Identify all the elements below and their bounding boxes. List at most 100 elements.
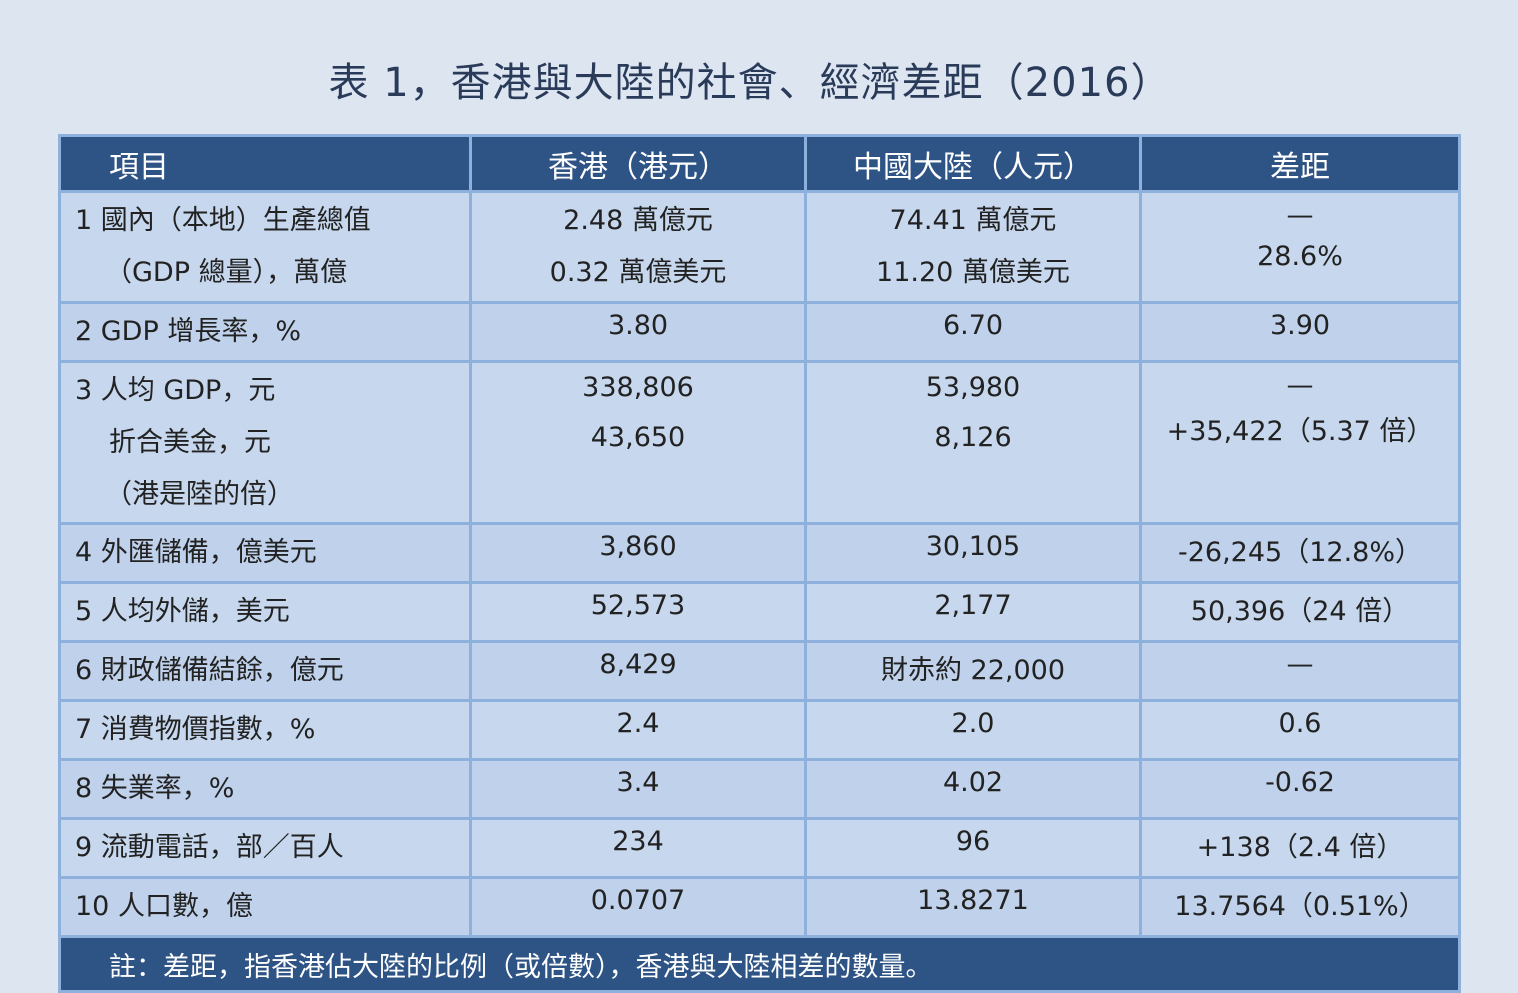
diff-cell: 13.7564（0.51%） [1139,876,1461,938]
item-line: 5 人均外儲，美元 [75,596,290,627]
value-line: 74.41 萬億元 [889,205,1057,236]
item-line: 9 流動電話，部／百人 [75,832,344,863]
item-cell: 10 人口數，億 [58,876,472,938]
hk-cell: 234 [469,817,807,879]
item-line: 6 財政儲備結餘，億元 [75,655,344,686]
table-row: 4 外匯儲備，億美元 3,860 30,105 -26,245（12.8%） [58,522,1461,584]
cn-cell: 2.0 [804,699,1142,761]
table-row: 7 消費物價指數，% 2.4 2.0 0.6 [58,699,1461,761]
item-line: 折合美金，元 [109,427,271,458]
value-line: 11.20 萬億美元 [876,257,1070,288]
item-line: 3 人均 GDP，元 [75,375,276,406]
table-row: 8 失業率，% 3.4 4.02 -0.62 [58,758,1461,820]
value-line: 50,396（24 倍） [1190,596,1410,627]
header-hong-kong: 香港（港元） [469,134,807,193]
diff-cell: — 28.6% [1139,190,1461,304]
item-cell: 8 失業率，% [58,758,472,820]
table-row: 2 GDP 增長率，% 3.80 6.70 3.90 [58,301,1461,363]
item-cell: 4 外匯儲備，億美元 [58,522,472,584]
hk-cell: 2.4 [469,699,807,761]
value-line: — [1286,370,1314,401]
item-line: （GDP 總量），萬億 [105,257,348,288]
item-cell: 1 國內（本地）生產總值 （GDP 總量），萬億 [58,190,472,304]
item-line: 2 GDP 增長率，% [75,316,301,347]
table-row: 3 人均 GDP，元 折合美金，元 （港是陸的倍） 338,806 43,650… [58,360,1461,525]
hk-cell: 3.4 [469,758,807,820]
cn-cell: 13.8271 [804,876,1142,938]
item-line: （港是陸的倍） [105,479,294,510]
cn-cell: 74.41 萬億元 11.20 萬億美元 [804,190,1142,304]
value-line: 2,177 [934,590,1012,621]
table-note: 註：差距，指香港佔大陸的比例（或倍數），香港與大陸相差的數量。 [58,935,1461,993]
diff-cell: — [1139,640,1461,702]
value-line: 3.4 [616,767,660,798]
diff-cell: 0.6 [1139,699,1461,761]
value-line: — [1286,200,1314,231]
hk-cell: 52,573 [469,581,807,643]
value-line: 13.8271 [917,885,1029,916]
value-line: 2.4 [616,708,660,739]
value-line: 財赤約 22,000 [880,655,1066,686]
value-line: 0.0707 [590,885,686,916]
header-row: 項目 香港（港元） 中國大陸（人元） 差距 [58,134,1461,193]
header-item: 項目 [58,134,472,193]
value-line: 52,573 [590,590,686,621]
hk-cell: 3,860 [469,522,807,584]
item-cell: 2 GDP 增長率，% [58,301,472,363]
diff-cell: +138（2.4 倍） [1139,817,1461,879]
value-line: 2.0 [951,708,995,739]
diff-cell: -0.62 [1139,758,1461,820]
diff-cell: -26,245（12.8%） [1139,522,1461,584]
header-mainland: 中國大陸（人元） [804,134,1142,193]
value-line: 338,806 [582,372,694,403]
cn-cell: 4.02 [804,758,1142,820]
item-cell: 9 流動電話，部／百人 [58,817,472,879]
item-cell: 6 財政儲備結餘，億元 [58,640,472,702]
cn-cell: 53,980 8,126 [804,360,1142,525]
value-line: 53,980 [925,372,1021,403]
item-line: 4 外匯儲備，億美元 [75,537,317,568]
diff-cell: 3.90 [1139,301,1461,363]
value-line: 13.7564（0.51%） [1174,891,1426,922]
table-title: 表 1，香港與大陸的社會、經濟差距（2016） [328,60,1172,106]
cn-cell: 96 [804,817,1142,879]
item-line: 10 人口數，億 [75,891,253,922]
value-line: -26,245（12.8%） [1178,537,1422,568]
value-line: 3.90 [1269,310,1331,341]
table-row: 10 人口數，億 0.0707 13.8271 13.7564（0.51%） [58,876,1461,938]
hk-cell: 0.0707 [469,876,807,938]
hk-cell: 338,806 43,650 [469,360,807,525]
table-row: 6 財政儲備結餘，億元 8,429 財赤約 22,000 — [58,640,1461,702]
header-difference: 差距 [1139,134,1461,193]
cn-cell: 2,177 [804,581,1142,643]
table-row: 1 國內（本地）生產總值 （GDP 總量），萬億 2.48 萬億元 0.32 萬… [58,190,1461,304]
value-line: 6.70 [942,310,1004,341]
value-line: — [1286,649,1314,680]
value-line: +35,422（5.37 倍） [1166,416,1434,447]
cn-cell: 30,105 [804,522,1142,584]
item-cell: 7 消費物價指數，% [58,699,472,761]
cn-cell: 6.70 [804,301,1142,363]
hk-cell: 8,429 [469,640,807,702]
value-line: 234 [612,826,664,857]
comparison-table: 項目 香港（港元） 中國大陸（人元） 差距 1 國內（本地）生產總值 （GDP … [58,134,1461,993]
item-cell: 5 人均外儲，美元 [58,581,472,643]
value-line: 96 [955,826,991,857]
item-cell: 3 人均 GDP，元 折合美金，元 （港是陸的倍） [58,360,472,525]
value-line: 4.02 [942,767,1004,798]
note-row: 註：差距，指香港佔大陸的比例（或倍數），香港與大陸相差的數量。 [58,935,1461,993]
value-line: +138（2.4 倍） [1196,832,1404,863]
table-row: 5 人均外儲，美元 52,573 2,177 50,396（24 倍） [58,581,1461,643]
value-line: 8,126 [934,422,1012,453]
cn-cell: 財赤約 22,000 [804,640,1142,702]
value-line: 30,105 [925,531,1021,562]
diff-cell: 50,396（24 倍） [1139,581,1461,643]
item-line: 1 國內（本地）生產總值 [75,205,371,236]
hk-cell: 2.48 萬億元 0.32 萬億美元 [469,190,807,304]
value-line: 0.32 萬億美元 [549,257,727,288]
value-line: 28.6% [1257,241,1343,272]
value-line: 3,860 [599,531,677,562]
value-line: 0.6 [1278,708,1322,739]
diff-cell: — +35,422（5.37 倍） [1139,360,1461,525]
value-line: 8,429 [599,649,677,680]
